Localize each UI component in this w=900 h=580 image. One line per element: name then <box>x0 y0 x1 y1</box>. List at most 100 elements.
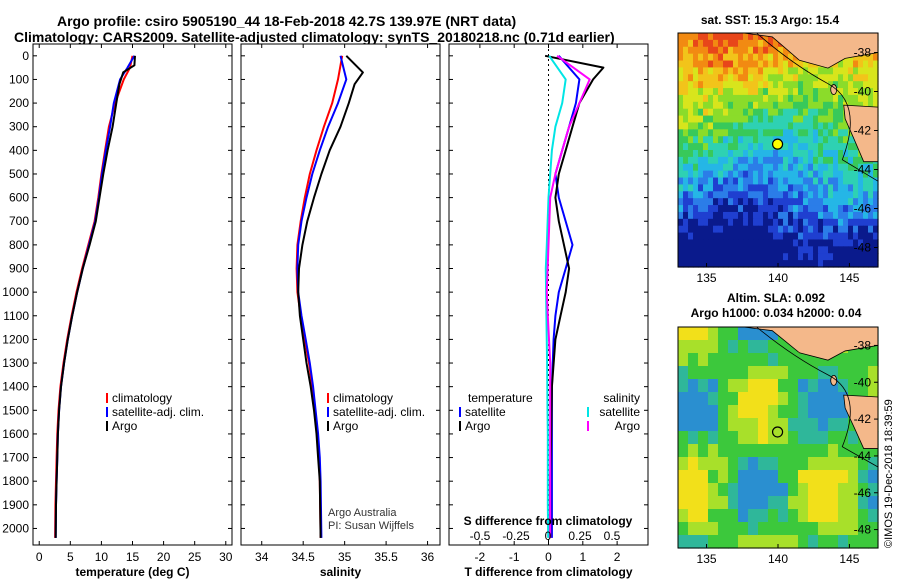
sst-cell <box>678 33 684 41</box>
sst-cell <box>683 205 689 213</box>
sst-cell <box>843 156 849 165</box>
sst-cell <box>753 239 759 247</box>
sst-cell <box>698 60 704 69</box>
sla-cell <box>768 444 779 458</box>
sst-cell <box>823 143 829 151</box>
sst-cell <box>693 39 699 48</box>
y-tick-label: 1400 <box>2 380 29 394</box>
sst-cell <box>708 177 714 186</box>
sla-shelf-contour <box>756 326 879 468</box>
sst-cell <box>708 170 714 179</box>
sst-cell <box>833 246 839 254</box>
sst-cell <box>753 129 759 137</box>
sla-cell <box>828 418 839 432</box>
sla-cell <box>818 483 829 497</box>
sst-cell <box>833 129 839 137</box>
sst-cell <box>718 198 724 206</box>
sst-cell <box>833 115 839 124</box>
sla-cell <box>838 522 849 536</box>
sla-cell <box>718 444 729 458</box>
sst-cell <box>768 177 774 186</box>
sst-cell <box>863 260 869 268</box>
sst-cell <box>788 150 794 158</box>
sla-cell <box>818 392 829 406</box>
sst-cell <box>828 205 834 213</box>
sla-cell <box>778 405 789 419</box>
sla-cell <box>738 444 749 458</box>
sst-cell <box>783 115 789 124</box>
sla-cell <box>718 509 729 523</box>
sla-cell <box>838 431 849 445</box>
sst-cell <box>803 101 809 110</box>
sla-cell <box>858 353 869 367</box>
sla-cell <box>678 483 689 497</box>
sst-cell <box>838 260 844 268</box>
sst-cell <box>813 232 819 241</box>
sst-cell <box>863 211 869 220</box>
sla-cell <box>818 418 829 432</box>
sst-cell <box>848 184 854 192</box>
sst-cell <box>688 101 694 110</box>
sst-cell <box>843 129 849 137</box>
sst-cell <box>873 170 879 179</box>
sla-cell <box>858 444 869 458</box>
sst-cell <box>853 88 859 96</box>
sst-cell <box>813 253 819 261</box>
sla-cell <box>828 405 839 419</box>
sst-cell <box>788 239 794 247</box>
sst-cell <box>718 232 724 241</box>
sla-cell <box>748 353 759 367</box>
sla-cell <box>738 366 749 380</box>
sst-cell <box>803 129 809 137</box>
sst-cell <box>848 211 854 220</box>
sla-cell <box>678 366 689 380</box>
sst-cell <box>733 60 739 69</box>
sst-cell <box>718 239 724 247</box>
sst-cell <box>828 170 834 179</box>
sst-cell <box>678 225 684 234</box>
sla-cell <box>718 327 729 341</box>
sst-cell <box>713 53 719 62</box>
sla-cell <box>738 470 749 484</box>
sst-profile-marker <box>771 138 784 150</box>
sst-cell <box>818 129 824 137</box>
sst-cell <box>703 225 709 234</box>
sst-cell <box>683 53 689 62</box>
sst-cell <box>828 253 834 261</box>
sst-cell <box>728 74 734 82</box>
sst-cell <box>748 260 754 268</box>
sst-cell <box>813 191 819 199</box>
sst-cell <box>698 211 704 220</box>
sst-cell <box>728 211 734 220</box>
sst-cell <box>808 156 814 165</box>
sst-cell <box>828 143 834 151</box>
sst-cell <box>818 239 824 247</box>
sst-cell <box>708 33 714 41</box>
sla-cell <box>688 340 699 354</box>
sla-cell <box>808 483 819 497</box>
sla-cell <box>788 444 799 458</box>
sst-cell <box>698 122 704 130</box>
sst-cell <box>833 198 839 206</box>
sst-cell <box>843 205 849 213</box>
y-tick-label: 900 <box>9 262 29 276</box>
sst-cell <box>798 101 804 110</box>
sst-cell <box>848 129 854 137</box>
sst-cell <box>768 115 774 124</box>
sst-cell <box>803 260 809 268</box>
sla-cell <box>678 535 689 549</box>
sst-cell <box>708 253 714 261</box>
sst-cell <box>718 143 724 151</box>
sst-cell <box>788 60 794 69</box>
sst-cell <box>718 101 724 110</box>
sst-cell <box>798 122 804 130</box>
sst-cell <box>763 177 769 186</box>
sst-cell <box>743 225 749 234</box>
sst-cell <box>803 246 809 254</box>
sst-cell <box>748 191 754 199</box>
sst-cell <box>748 136 754 144</box>
sst-cell <box>688 74 694 82</box>
sst-cell <box>773 39 779 48</box>
sst-cell <box>768 46 774 55</box>
sst-cell <box>788 225 794 234</box>
